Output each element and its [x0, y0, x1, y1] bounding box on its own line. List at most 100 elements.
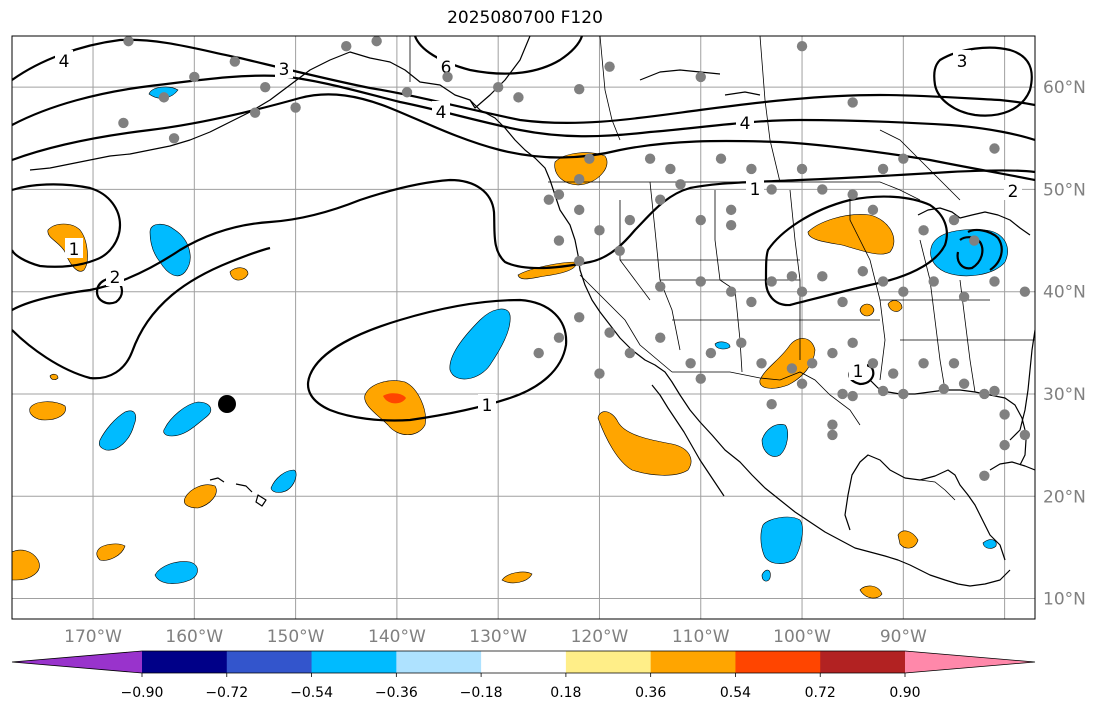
station-dot: [837, 296, 848, 308]
station-dot: [574, 173, 585, 185]
station-dot: [857, 266, 869, 277]
positive-anomaly-patch: [897, 530, 919, 549]
colorbar-bin: [226, 651, 313, 673]
station-dot: [827, 429, 838, 441]
station-dot: [796, 41, 808, 52]
station-dot: [938, 383, 950, 395]
positive-anomaly-patch: [807, 214, 895, 255]
station-dot: [958, 291, 970, 303]
station-dot: [604, 61, 615, 72]
longitude-tick-label: 140°W: [368, 627, 426, 647]
station-dot: [999, 439, 1010, 451]
longitude-tick-label: 110°W: [672, 627, 730, 647]
station-dot: [492, 81, 504, 93]
station-dot: [786, 271, 798, 282]
negative-anomaly-patch: [982, 539, 997, 549]
station-dot: [786, 363, 798, 374]
station-dot: [817, 184, 828, 195]
negative-anomaly-patch: [761, 424, 789, 457]
station-dot: [948, 358, 960, 369]
colorbar-bin: [820, 651, 906, 673]
longitude-tick-label: 130°W: [469, 627, 527, 647]
colorbar-bin: [565, 651, 652, 673]
positive-anomaly-patch: [229, 267, 249, 281]
station-dot: [867, 204, 879, 216]
station-dot: [574, 83, 585, 95]
negative-anomaly-patch: [760, 516, 803, 564]
negative-anomaly-patch: [163, 401, 212, 437]
longitude-tick-label: 150°W: [267, 627, 325, 647]
station-dot: [168, 133, 180, 144]
black-dot-marker: [218, 395, 236, 413]
station-dot: [655, 281, 666, 292]
station-dot: [746, 163, 757, 175]
positive-anomaly-patch: [96, 543, 126, 561]
station-dot: [553, 189, 565, 200]
negative-anomaly-patch: [154, 561, 198, 584]
station-dot: [584, 153, 595, 164]
station-dot: [928, 276, 939, 287]
colorbar-tick-label: 0.36: [635, 685, 666, 701]
colorbar-bin: [142, 651, 228, 673]
map-background: [12, 36, 1035, 619]
station-dot: [644, 153, 656, 164]
negative-anomaly-patch: [449, 308, 511, 380]
station-dot: [695, 71, 706, 83]
station-dot: [123, 36, 134, 47]
station-dot: [837, 388, 848, 400]
station-dot: [847, 97, 858, 108]
station-dot: [574, 312, 585, 323]
contour-label: 4: [740, 114, 751, 134]
station-dot: [877, 163, 889, 175]
contour-label: 2: [110, 268, 121, 288]
colorbar-tick-label: −0.72: [205, 685, 248, 701]
station-dot: [401, 87, 413, 98]
station-dot: [624, 214, 636, 226]
colorbar-bin: [396, 651, 482, 673]
station-dot: [948, 214, 960, 226]
station-dot: [260, 81, 271, 93]
station-dot: [574, 204, 585, 216]
station-dot: [725, 286, 737, 297]
latitude-axis: 10°N 20°N 30°N 40°N 50°N 60°N: [1043, 78, 1086, 609]
station-dot: [553, 332, 565, 343]
colorbar-tick-label: 0.90: [889, 685, 920, 701]
station-dot: [847, 189, 858, 200]
station-dot: [847, 390, 858, 402]
longitude-tick-label: 100°W: [773, 627, 831, 647]
contour-label: 6: [441, 58, 452, 78]
station-dot: [989, 143, 1000, 154]
station-dot: [695, 373, 706, 384]
station-dot: [746, 296, 757, 308]
station-dot: [513, 92, 524, 103]
station-dot: [229, 56, 241, 67]
station-dot: [614, 245, 625, 256]
contour-lines: [12, 36, 1035, 422]
positive-anomaly-patch: [501, 571, 533, 584]
positive-anomaly-patch: [859, 303, 875, 317]
station-dot: [796, 163, 808, 175]
station-dot: [675, 179, 686, 190]
station-dot: [725, 204, 737, 216]
colorbar-tick-label: −0.54: [290, 685, 333, 701]
colorbar-extend-min: [12, 651, 142, 673]
positive-anomaly-patch: [364, 380, 426, 436]
contour-label: 1: [482, 396, 493, 416]
station-dot: [715, 153, 727, 164]
latitude-tick-label: 30°N: [1043, 385, 1086, 405]
map-frame: [11, 35, 1036, 620]
political-borders: [409, 36, 1035, 501]
colorbar-tick-label: −0.18: [460, 685, 503, 701]
negative-anomaly-patch: [149, 223, 191, 277]
longitude-tick-label: 120°W: [571, 627, 629, 647]
station-dot: [594, 368, 605, 379]
station-dot: [898, 388, 909, 400]
positive-anomaly-patch: [183, 484, 217, 509]
longitude-axis: 170°W 160°W 150°W 140°W 130°W 120°W 110°W 100°W…: [64, 627, 927, 647]
colorbar-tick-label: 0.18: [550, 685, 581, 701]
station-dot: [189, 71, 200, 83]
station-dot: [989, 276, 1000, 287]
latitude-tick-label: 10°N: [1043, 590, 1086, 610]
colorbar-tick-label: 0.72: [805, 685, 836, 701]
